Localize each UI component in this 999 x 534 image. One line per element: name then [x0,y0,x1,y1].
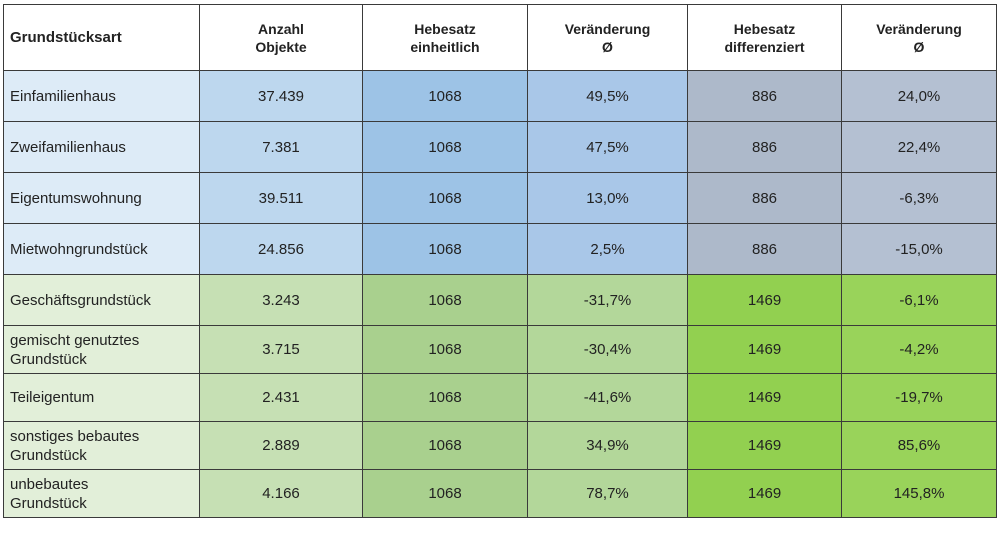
cell-hebesatz-differenziert: 886 [687,172,842,224]
cell-grundstuecksart: Mietwohngrundstück [3,223,200,275]
table-body: Einfamilienhaus 37.439 1068 49,5% 886 24,0% Zw… [3,70,997,518]
cell-veraenderung-einheitlich: 47,5% [527,121,688,173]
cell-veraenderung-einheitlich: 78,7% [527,469,688,518]
table-row: sonstiges bebautes Grundstück 2.889 1068 34,… [3,421,997,470]
cell-hebesatz-einheitlich: 1068 [362,223,528,275]
cell-grundstuecksart: unbebautes Grundstück [3,469,200,518]
cell-anzahl-objekte: 2.889 [199,421,363,470]
cell-veraenderung-einheitlich: -30,4% [527,325,688,374]
table-row: Zweifamilienhaus 7.381 1068 47,5% 886 22,4% [3,121,997,173]
cell-veraenderung-einheitlich: 49,5% [527,70,688,122]
cell-anzahl-objekte: 39.511 [199,172,363,224]
cell-grundstuecksart: Einfamilienhaus [3,70,200,122]
cell-hebesatz-einheitlich: 1068 [362,274,528,326]
cell-anzahl-objekte: 3.243 [199,274,363,326]
cell-hebesatz-differenziert: 1469 [687,469,842,518]
header-hebesatz-differenziert: Hebesatz differenziert [687,4,842,71]
cell-grundstuecksart: gemischt genutztes Grundstück [3,325,200,374]
cell-hebesatz-differenziert: 886 [687,70,842,122]
table-row: Mietwohngrundstück 24.856 1068 2,5% 886 -15,0… [3,223,997,275]
cell-grundstuecksart: Geschäftsgrundstück [3,274,200,326]
cell-anzahl-objekte: 37.439 [199,70,363,122]
cell-anzahl-objekte: 4.166 [199,469,363,518]
cell-grundstuecksart: Zweifamilienhaus [3,121,200,173]
cell-hebesatz-differenziert: 1469 [687,325,842,374]
cell-anzahl-objekte: 3.715 [199,325,363,374]
cell-veraenderung-differenziert: 24,0% [841,70,997,122]
cell-veraenderung-einheitlich: -41,6% [527,373,688,422]
cell-hebesatz-einheitlich: 1068 [362,70,528,122]
table-row: unbebautes Grundstück 4.166 1068 78,7% 1469 14… [3,469,997,518]
cell-hebesatz-differenziert: 1469 [687,373,842,422]
cell-hebesatz-einheitlich: 1068 [362,325,528,374]
cell-hebesatz-differenziert: 1469 [687,421,842,470]
cell-hebesatz-einheitlich: 1068 [362,373,528,422]
header-veraenderung-einheitlich: Veränderung Ø [527,4,688,71]
cell-veraenderung-differenziert: 22,4% [841,121,997,173]
cell-anzahl-objekte: 24.856 [199,223,363,275]
table-row: Einfamilienhaus 37.439 1068 49,5% 886 24,0% [3,70,997,122]
cell-veraenderung-einheitlich: 34,9% [527,421,688,470]
cell-veraenderung-einheitlich: 2,5% [527,223,688,275]
cell-hebesatz-differenziert: 886 [687,223,842,275]
cell-veraenderung-differenziert: -19,7% [841,373,997,422]
header-row: Grundstücksart Anzahl Objekte Hebesatz ein… [3,4,997,71]
cell-veraenderung-differenziert: -4,2% [841,325,997,374]
cell-grundstuecksart: Teileigentum [3,373,200,422]
cell-hebesatz-einheitlich: 1068 [362,121,528,173]
table-row: Eigentumswohnung 39.511 1068 13,0% 886 -6,3% [3,172,997,224]
table-row: gemischt genutztes Grundstück 3.715 1068 -30… [3,325,997,374]
cell-veraenderung-differenziert: -6,1% [841,274,997,326]
table-row: Teileigentum 2.431 1068 -41,6% 1469 -19,7% [3,373,997,422]
table-row: Geschäftsgrundstück 3.243 1068 -31,7% 1469 -6… [3,274,997,326]
header-grundstuecksart: Grundstücksart [3,4,200,71]
header-hebesatz-einheitlich: Hebesatz einheitlich [362,4,528,71]
cell-hebesatz-einheitlich: 1068 [362,469,528,518]
cell-hebesatz-differenziert: 886 [687,121,842,173]
cell-veraenderung-einheitlich: -31,7% [527,274,688,326]
cell-veraenderung-einheitlich: 13,0% [527,172,688,224]
cell-anzahl-objekte: 7.381 [199,121,363,173]
cell-grundstuecksart: sonstiges bebautes Grundstück [3,421,200,470]
cell-grundstuecksart: Eigentumswohnung [3,172,200,224]
cell-hebesatz-einheitlich: 1068 [362,421,528,470]
cell-veraenderung-differenziert: -6,3% [841,172,997,224]
header-veraenderung-differenziert: Veränderung Ø [841,4,997,71]
cell-hebesatz-differenziert: 1469 [687,274,842,326]
cell-veraenderung-differenziert: 85,6% [841,421,997,470]
cell-anzahl-objekte: 2.431 [199,373,363,422]
cell-hebesatz-einheitlich: 1068 [362,172,528,224]
cell-veraenderung-differenziert: 145,8% [841,469,997,518]
header-anzahl-objekte: Anzahl Objekte [199,4,363,71]
cell-veraenderung-differenziert: -15,0% [841,223,997,275]
property-tax-table: Grundstücksart Anzahl Objekte Hebesatz ein… [3,4,997,518]
